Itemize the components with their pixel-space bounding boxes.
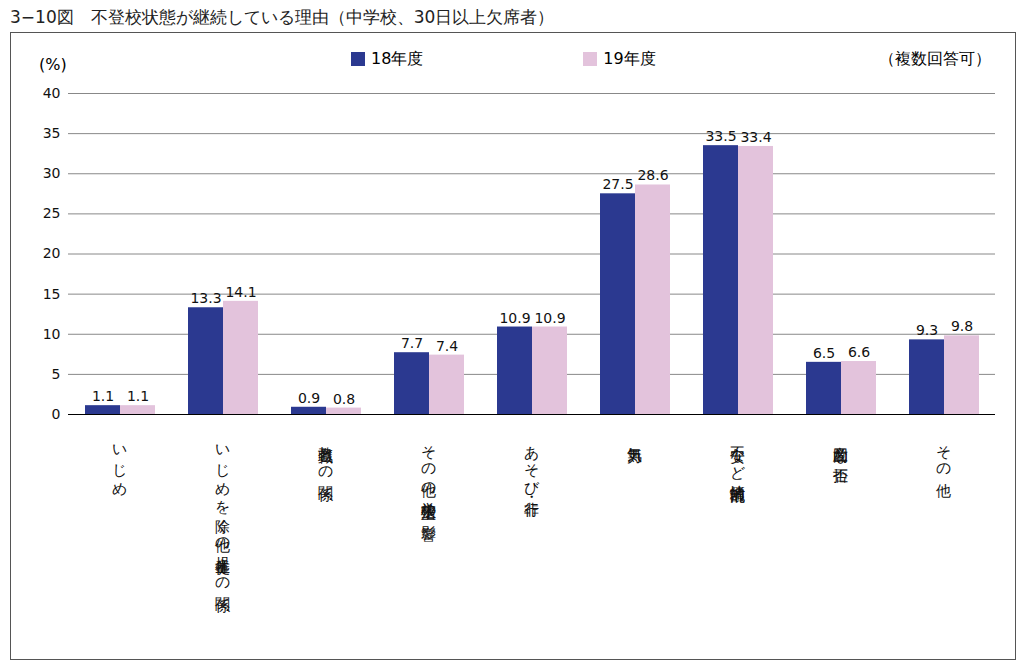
svg-text:無気力: 無気力 xyxy=(626,435,644,464)
svg-text:9.8: 9.8 xyxy=(951,318,973,334)
svg-text:27.5: 27.5 xyxy=(602,176,633,192)
svg-text:35: 35 xyxy=(43,125,61,141)
svg-text:6.6: 6.6 xyxy=(848,344,870,360)
svg-text:いじめ: いじめ xyxy=(111,435,129,496)
svg-text:25: 25 xyxy=(43,205,61,221)
html-text:（複数回答可）: （複数回答可） xyxy=(879,49,991,68)
svg-text:あそび・非行: あそび・非行 xyxy=(523,435,541,517)
svg-text:5: 5 xyxy=(52,366,61,382)
svg-text:10.9: 10.9 xyxy=(499,310,530,326)
svg-text:0.9: 0.9 xyxy=(298,390,320,406)
svg-text:いじめを除く他の児童生徒との関係: いじめを除く他の児童生徒との関係 xyxy=(214,435,232,613)
svg-text:20: 20 xyxy=(43,245,61,261)
svg-text:7.7: 7.7 xyxy=(401,335,423,351)
svg-text:不安など情緒的混乱: 不安など情緒的混乱 xyxy=(729,435,747,503)
svg-text:10: 10 xyxy=(43,326,61,342)
svg-text:7.4: 7.4 xyxy=(436,338,458,354)
svg-text:教職員との関係: 教職員との関係 xyxy=(317,435,335,502)
svg-text:0.8: 0.8 xyxy=(333,391,355,407)
svg-text:1.1: 1.1 xyxy=(127,388,149,404)
svg-text:9.3: 9.3 xyxy=(916,322,938,338)
svg-text:10.9: 10.9 xyxy=(534,310,565,326)
html-text:3−10図 不登校状態が継続している理由（中学校、30日以上: 3−10図 不登校状態が継続している理由（中学校、30日以上欠席者） xyxy=(10,7,555,27)
svg-text:40: 40 xyxy=(43,85,61,101)
svg-text:1.1: 1.1 xyxy=(92,388,114,404)
svg-text:33.4: 33.4 xyxy=(740,129,771,145)
html-text:18年度: 18年度 xyxy=(371,49,424,68)
svg-text:意図的な拒否: 意図的な拒否 xyxy=(832,435,850,484)
svg-text:28.6: 28.6 xyxy=(637,167,668,183)
svg-text:14.1: 14.1 xyxy=(225,284,256,300)
svg-text:0: 0 xyxy=(52,406,61,422)
svg-text:13.3: 13.3 xyxy=(190,290,221,306)
svg-text:15: 15 xyxy=(43,286,61,302)
svg-text:6.5: 6.5 xyxy=(813,345,835,361)
svg-text:30: 30 xyxy=(43,165,61,181)
svg-text:33.5: 33.5 xyxy=(705,128,736,144)
html-text:19年度: 19年度 xyxy=(603,49,656,68)
svg-text:その他の学校生活上の影響: その他の学校生活上の影響 xyxy=(420,435,438,542)
svg-text:その他: その他 xyxy=(935,435,953,498)
